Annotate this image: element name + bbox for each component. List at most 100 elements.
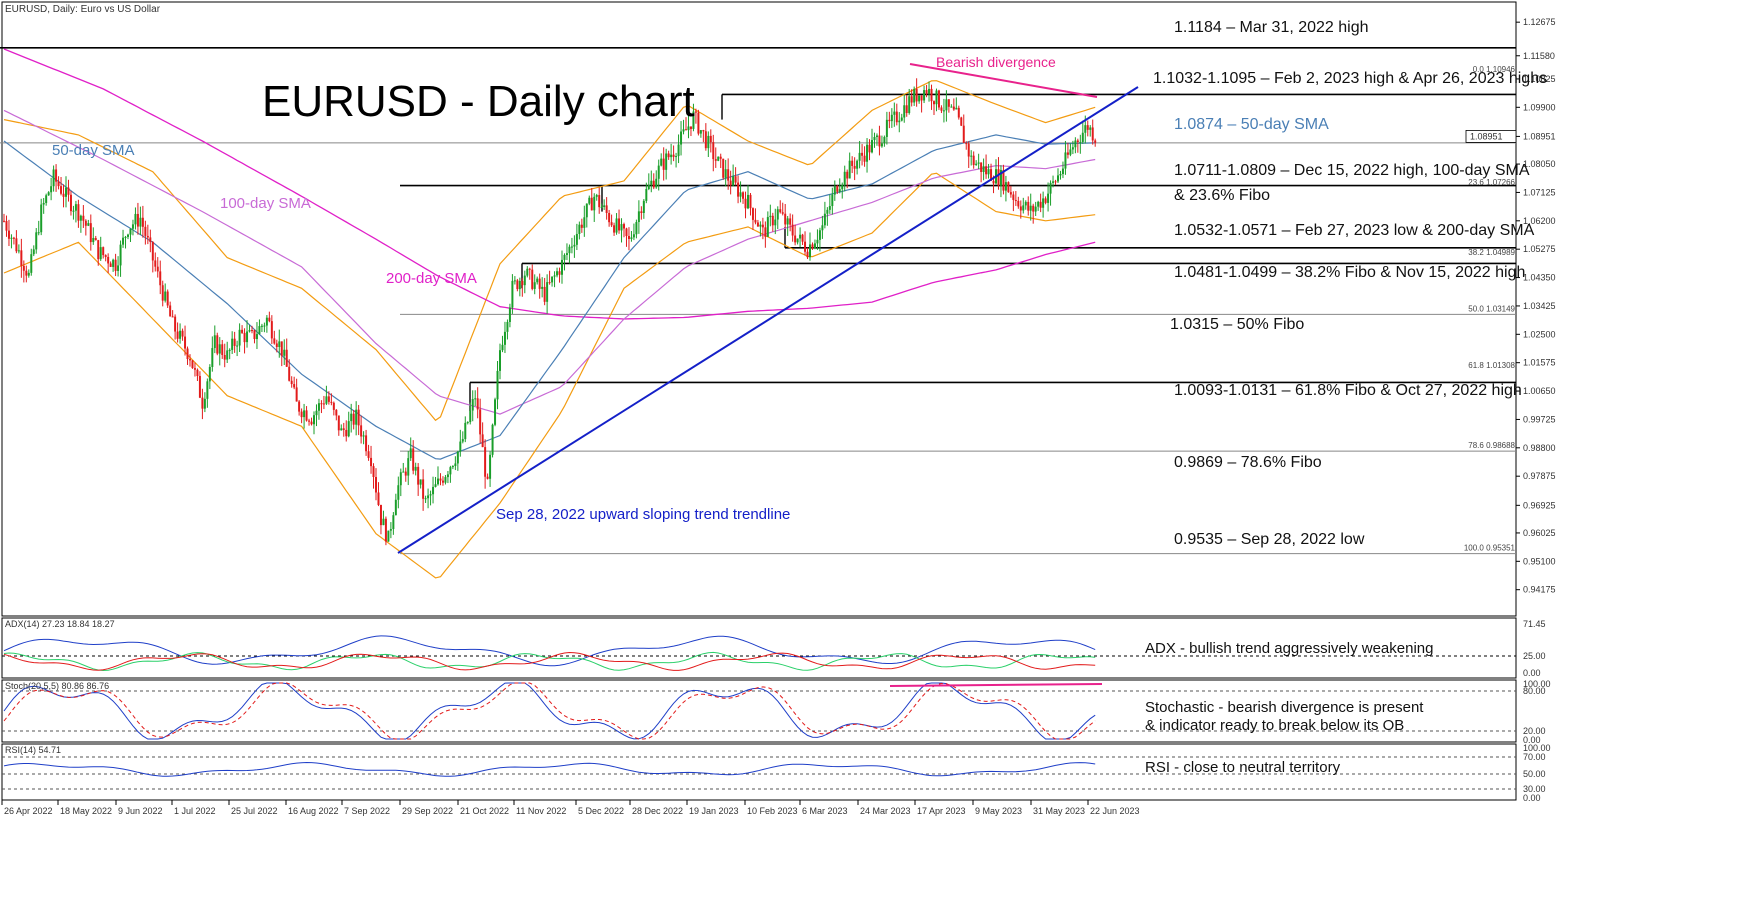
candle-body (466, 422, 469, 424)
x-tick-label: 21 Oct 2022 (460, 806, 509, 816)
candle-body (370, 457, 373, 467)
candle-body (1054, 181, 1057, 183)
candle-body (600, 207, 603, 209)
candle-body (511, 280, 514, 308)
candle-body (1024, 201, 1027, 206)
candle-body (372, 466, 375, 477)
candle-body (796, 238, 799, 243)
candle-body (432, 486, 435, 495)
candle-body (67, 187, 70, 195)
candle-body (484, 447, 487, 477)
x-tick-label: 5 Dec 2022 (578, 806, 624, 816)
candle-body (546, 282, 549, 302)
candle-body (806, 251, 809, 258)
candle-body (873, 136, 876, 141)
candle-body (521, 280, 524, 286)
candle-body (310, 421, 313, 425)
y-tick-label: 1.04350 (1523, 273, 1556, 283)
candle-body (875, 135, 878, 137)
candle-body (169, 305, 172, 317)
candle-body (910, 96, 913, 103)
candle-body (1034, 206, 1037, 212)
candle-body (928, 88, 931, 94)
candle-body (243, 332, 246, 343)
candle-body (1014, 199, 1017, 201)
candle-body (947, 99, 950, 107)
y-tick-label: 0.97875 (1523, 471, 1556, 481)
rsi-panel-frame (1, 743, 1517, 801)
candle-body (193, 368, 196, 370)
indicator-name: ADX(14) 27.23 18.84 18.27 (5, 619, 115, 629)
x-tick-label: 9 May 2023 (975, 806, 1022, 816)
candle-body (620, 224, 623, 231)
candle-body (211, 348, 214, 367)
candle-body (985, 166, 988, 175)
candle-body (456, 451, 459, 464)
candle-body (181, 330, 184, 337)
candle-body (228, 349, 231, 351)
candle-body (489, 454, 492, 479)
candle-body (427, 495, 430, 499)
candle-body (541, 286, 544, 289)
candle-body (258, 326, 261, 335)
candle-body (503, 331, 506, 345)
candle-body (761, 224, 764, 228)
candle-body (164, 291, 167, 301)
candle-body (771, 215, 774, 226)
candle-body (570, 246, 573, 248)
x-tick-label: 10 Feb 2023 (747, 806, 798, 816)
overlay-lines: 1.08951 (397, 63, 1517, 554)
candle-body (977, 162, 980, 164)
candle-body (171, 316, 174, 318)
candle-body (543, 286, 546, 302)
candle-body (293, 384, 296, 388)
candle-body (365, 435, 368, 452)
candle-body (962, 125, 965, 144)
candle-body (389, 529, 392, 531)
candle-body (809, 244, 811, 258)
candle-body (12, 237, 15, 239)
candle-body (501, 344, 504, 351)
candle-body (610, 222, 613, 226)
candle-body (74, 204, 77, 211)
candle-body (794, 235, 797, 243)
candle-body (409, 448, 412, 459)
candle-body (1071, 147, 1074, 150)
indicator-tick-label: 50.00 (1523, 769, 1546, 779)
candle-body (744, 198, 747, 209)
candle-body (900, 117, 903, 121)
indicator-tick-label: 30.00 (1523, 784, 1546, 794)
x-tick-label: 18 May 2022 (60, 806, 112, 816)
stoch-panel-frame (1, 679, 1517, 743)
x-tick-label: 17 Apr 2023 (917, 806, 966, 816)
candle-body (714, 159, 717, 161)
candle-body (221, 344, 224, 355)
candle-body (40, 204, 43, 233)
candle-body (999, 169, 1002, 186)
candle-body (585, 203, 588, 218)
candle-body (588, 197, 591, 204)
candle-body (89, 223, 92, 243)
candle-body (196, 369, 199, 377)
candle-body (903, 105, 906, 118)
price-axis: 1.12675 1.11580 1.10825 1.09900 1.08951 1.080… (1516, 17, 1556, 595)
candle-body (923, 90, 926, 101)
bollinger-lower (3, 172, 1096, 579)
level-label: 1.0532-1.0571 – Feb 27, 2023 low & 200-d… (1174, 222, 1535, 239)
candle-body (957, 107, 960, 118)
candle-body (627, 236, 630, 239)
candle-body (248, 330, 251, 332)
candle-body (382, 518, 385, 526)
candle-body (327, 396, 330, 402)
candle-body (801, 234, 804, 242)
candle-body (1012, 194, 1015, 200)
candle-body (55, 169, 58, 182)
candle-body (727, 169, 730, 181)
candle-body (412, 448, 415, 471)
candle-body (697, 112, 700, 134)
candle-body (692, 111, 695, 129)
candle-body (747, 194, 749, 209)
stoch-d-line (3, 682, 1096, 740)
y-tick-label: 0.95100 (1523, 556, 1556, 566)
stochastic-indicator (2, 682, 1516, 740)
